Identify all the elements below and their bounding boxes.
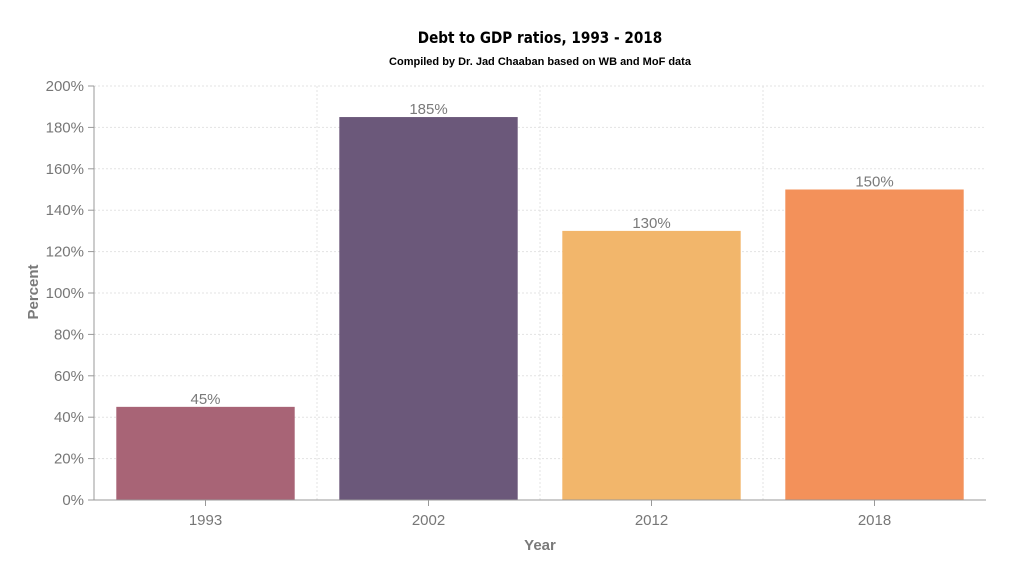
x-tick-label-1993: 1993 bbox=[189, 512, 222, 529]
x-axis-ticks: 1993 2002 2012 2018 bbox=[189, 500, 891, 529]
y-tick-label: 100% bbox=[46, 285, 84, 302]
value-label-2018: 150% bbox=[855, 174, 893, 191]
y-tick-label: 0% bbox=[62, 492, 84, 509]
y-tick-label: 140% bbox=[46, 202, 84, 219]
bars bbox=[116, 117, 964, 501]
y-tick-label: 40% bbox=[54, 409, 84, 426]
value-label-2012: 130% bbox=[632, 215, 670, 232]
chart-title: Debt to GDP ratios, 1993 - 2018 bbox=[417, 28, 663, 47]
x-tick-label-2002: 2002 bbox=[412, 512, 445, 529]
bar-2018 bbox=[785, 189, 964, 500]
value-labels: 45% 185% 130% 150% bbox=[190, 101, 893, 408]
y-tick-label: 60% bbox=[54, 368, 84, 385]
y-tick-label: 80% bbox=[54, 326, 84, 343]
chart-subtitle: Compiled by Dr. Jad Chaaban based on WB … bbox=[389, 56, 691, 68]
value-label-1993: 45% bbox=[190, 391, 220, 408]
y-tick-label: 180% bbox=[46, 119, 84, 136]
bar-1993 bbox=[116, 406, 295, 500]
y-axis-ticks: 0% 20% 40% 60% 80% 100% 120% 140% 160% 180% 200% bbox=[46, 78, 94, 509]
x-tick-label-2012: 2012 bbox=[635, 512, 668, 529]
y-tick-label: 120% bbox=[46, 244, 84, 261]
y-axis-title: Percent bbox=[25, 264, 42, 319]
x-tick-label-2018: 2018 bbox=[858, 512, 891, 529]
y-tick-label: 20% bbox=[54, 451, 84, 468]
y-tick-label: 160% bbox=[46, 161, 84, 178]
x-axis-title: Year bbox=[524, 537, 556, 554]
value-label-2002: 185% bbox=[409, 101, 447, 118]
bar-2002 bbox=[339, 117, 518, 501]
bar-2012 bbox=[562, 230, 741, 500]
y-tick-label: 200% bbox=[46, 78, 84, 95]
